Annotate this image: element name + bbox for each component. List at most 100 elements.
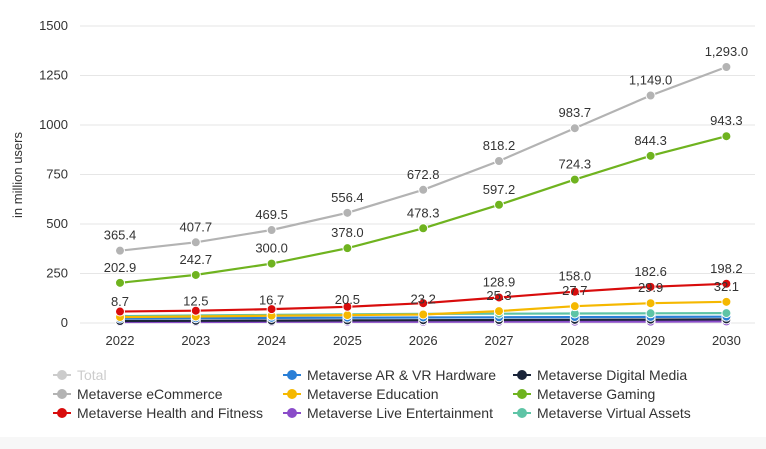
- legend-label: Metaverse Gaming: [537, 385, 656, 402]
- data-point-metaverse-ecommerce: [494, 155, 504, 166]
- data-label-metaverse-ecommerce: 556.4: [331, 190, 364, 205]
- data-point-metaverse-health-and-fitness: [342, 301, 353, 312]
- legend-label: Metaverse AR & VR Hardware: [307, 366, 497, 383]
- data-point-metaverse-education: [418, 309, 429, 320]
- legend-swatch: [513, 369, 531, 380]
- data-point-metaverse-ecommerce: [569, 123, 580, 134]
- data-label-metaverse-health-and-fitness: 128.9: [483, 274, 516, 289]
- legend-item-total[interactable]: Total: [53, 365, 107, 384]
- data-point-metaverse-health-and-fitness: [569, 286, 580, 297]
- legend-swatch: [283, 369, 301, 380]
- data-point-metaverse-education: [645, 298, 656, 309]
- series-layer: [115, 61, 732, 328]
- data-label-metaverse-education: 20.5: [335, 292, 360, 307]
- legend-label: Metaverse Digital Media: [537, 366, 688, 383]
- legend-item-metaverse-ecommerce[interactable]: Metaverse eCommerce: [53, 384, 223, 403]
- data-point-metaverse-gaming: [342, 243, 353, 254]
- footer-band: [0, 437, 766, 449]
- legend-swatch: [283, 407, 301, 418]
- data-label-metaverse-ecommerce: 1,293.0: [705, 44, 748, 59]
- data-point-metaverse-ecommerce: [190, 237, 201, 248]
- data-label-metaverse-education: 29.9: [638, 280, 663, 295]
- data-point-metaverse-gaming: [418, 223, 429, 234]
- data-label-metaverse-education: 23.2: [411, 291, 436, 306]
- legend-swatch: [53, 369, 71, 380]
- data-point-metaverse-education: [494, 306, 504, 317]
- data-label-metaverse-health-and-fitness: 158.0: [559, 269, 592, 284]
- legend-item-metaverse-gaming[interactable]: Metaverse Gaming: [513, 384, 655, 403]
- y-axis-ticks: 0 250 500 750 1000 1250 1500: [39, 18, 68, 330]
- legend-swatch: [513, 388, 531, 399]
- legend-item-metaverse-education[interactable]: Metaverse Education: [283, 384, 439, 403]
- data-point-metaverse-gaming: [721, 131, 732, 142]
- legend: Total Metaverse AR & VR Hardware Metaverse…: [40, 361, 760, 441]
- data-point-metaverse-health-and-fitness: [190, 305, 201, 316]
- data-point-metaverse-virtual-assets: [721, 308, 732, 319]
- data-point-metaverse-ecommerce: [645, 90, 656, 101]
- legend-item-metaverse-ar-vr-hardware[interactable]: Metaverse AR & VR Hardware: [283, 365, 496, 384]
- legend-item-metaverse-virtual-assets[interactable]: Metaverse Virtual Assets: [513, 403, 691, 422]
- data-label-metaverse-gaming: 943.3: [710, 113, 743, 128]
- legend-label: Metaverse Live Entertainment: [307, 404, 493, 421]
- data-label-metaverse-ecommerce: 672.8: [407, 167, 440, 182]
- data-point-metaverse-education: [342, 310, 353, 321]
- y-tick-label: 750: [46, 167, 68, 182]
- data-point-metaverse-gaming: [494, 199, 504, 210]
- data-label-metaverse-ecommerce: 1,149.0: [629, 72, 672, 87]
- data-point-metaverse-health-and-fitness: [494, 292, 504, 303]
- data-point-metaverse-gaming: [645, 150, 656, 161]
- x-tick-label: 2022: [106, 333, 135, 348]
- x-tick-label: 2030: [712, 333, 741, 348]
- data-label-metaverse-education: 32.1: [714, 279, 739, 294]
- x-axis-ticks: 2022 2023 2024 2025 2026 2027 2028 2029 2030: [106, 333, 741, 348]
- x-tick-label: 2023: [181, 333, 210, 348]
- data-label-metaverse-education: 12.5: [183, 293, 208, 308]
- legend-label: Metaverse Health and Fitness: [77, 404, 263, 421]
- y-axis-label: in million users: [10, 132, 25, 218]
- x-tick-label: 2024: [257, 333, 286, 348]
- data-labels-layer: 8.7 12.5 16.7 20.5 23.2 25.3 27.7 29.9 32.1 128.9…: [104, 44, 748, 309]
- legend-label: Metaverse Virtual Assets: [537, 404, 691, 421]
- data-point-metaverse-gaming: [115, 277, 125, 288]
- y-tick-label: 500: [46, 216, 68, 231]
- data-point-metaverse-ecommerce: [721, 61, 732, 72]
- data-point-metaverse-health-and-fitness: [721, 278, 732, 289]
- data-label-metaverse-gaming: 242.7: [180, 252, 213, 267]
- data-label-metaverse-gaming: 597.2: [483, 182, 516, 197]
- legend-item-metaverse-health-and-fitness[interactable]: Metaverse Health and Fitness: [53, 403, 263, 422]
- data-label-metaverse-ecommerce: 469.5: [255, 207, 288, 222]
- x-tick-label: 2025: [333, 333, 362, 348]
- data-label-metaverse-education: 8.7: [111, 294, 129, 309]
- data-label-metaverse-education: 25.3: [486, 288, 511, 303]
- y-tick-label: 1500: [39, 18, 68, 33]
- data-point-metaverse-health-and-fitness: [115, 306, 125, 317]
- legend-label: Metaverse Education: [307, 385, 439, 402]
- data-label-metaverse-ecommerce: 983.7: [559, 105, 592, 120]
- data-point-metaverse-gaming: [190, 269, 201, 280]
- legend-item-metaverse-live-entertainment[interactable]: Metaverse Live Entertainment: [283, 403, 493, 422]
- x-tick-label: 2026: [409, 333, 438, 348]
- data-label-metaverse-gaming: 202.9: [104, 260, 137, 275]
- data-label-metaverse-gaming: 724.3: [559, 157, 592, 172]
- data-label-metaverse-education: 16.7: [259, 293, 284, 308]
- legend-swatch: [53, 388, 71, 399]
- data-label-metaverse-ecommerce: 818.2: [483, 138, 516, 153]
- y-tick-label: 1000: [39, 117, 68, 132]
- x-tick-label: 2029: [636, 333, 665, 348]
- y-tick-label: 1250: [39, 68, 68, 83]
- legend-item-metaverse-digital-media[interactable]: Metaverse Digital Media: [513, 365, 687, 384]
- data-point-metaverse-gaming: [266, 258, 277, 269]
- data-label-metaverse-health-and-fitness: 182.6: [634, 264, 667, 279]
- data-point-metaverse-ecommerce: [266, 225, 277, 236]
- data-point-metaverse-health-and-fitness: [266, 304, 277, 315]
- data-label-metaverse-gaming: 378.0: [331, 225, 364, 240]
- data-point-metaverse-education: [721, 296, 732, 307]
- data-point-metaverse-health-and-fitness: [418, 298, 429, 309]
- y-tick-label: 250: [46, 266, 68, 281]
- data-label-metaverse-ecommerce: 365.4: [104, 228, 137, 243]
- y-tick-label: 0: [61, 315, 68, 330]
- legend-label: Metaverse eCommerce: [77, 385, 223, 402]
- legend-swatch: [513, 407, 531, 418]
- data-point-metaverse-virtual-assets: [645, 308, 656, 319]
- line-chart: 0 250 500 750 1000 1250 1500 2022 2023 2024 2025 2…: [10, 18, 755, 348]
